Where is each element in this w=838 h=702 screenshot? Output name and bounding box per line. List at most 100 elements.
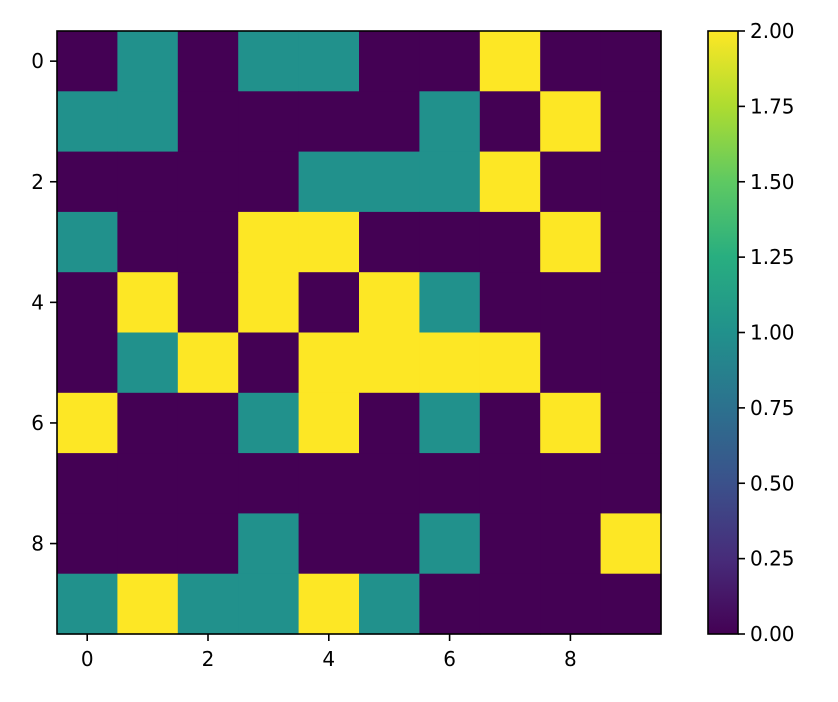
heatmap-cell xyxy=(298,453,360,514)
colorbar-tick-label: 0.00 xyxy=(750,622,795,646)
colorbar-tick-label: 0.25 xyxy=(750,547,795,571)
heatmap-cell xyxy=(177,453,239,514)
heatmap-cell xyxy=(177,392,239,454)
colorbar-tick-label: 1.75 xyxy=(750,94,795,118)
x-tick-label: 8 xyxy=(564,647,577,671)
heatmap-cell xyxy=(117,211,179,273)
heatmap-cell xyxy=(298,272,360,334)
heatmap-cell xyxy=(540,332,602,394)
heatmap-cell xyxy=(419,453,481,514)
heatmap-cell xyxy=(298,31,360,92)
heatmap-cell xyxy=(540,272,602,334)
heatmap-cell xyxy=(177,332,239,394)
heatmap-cell xyxy=(177,272,239,334)
heatmap-cell xyxy=(540,453,602,514)
y-tick-label: 0 xyxy=(31,49,44,73)
heatmap-cell xyxy=(479,272,541,334)
y-tick-label: 4 xyxy=(31,290,44,314)
heatmap-cell xyxy=(238,91,300,153)
heatmap-cell xyxy=(177,91,239,153)
heatmap-cell xyxy=(479,453,541,514)
y-tick-label: 8 xyxy=(31,532,44,556)
colorbar-tick-label: 1.25 xyxy=(750,245,795,269)
heatmap-cell xyxy=(419,513,481,575)
colorbar-tick-label: 1.50 xyxy=(750,170,795,194)
heatmap-cell xyxy=(57,392,118,454)
heatmap-cell xyxy=(117,272,179,334)
heatmap-cell xyxy=(57,272,118,334)
heatmap-cell xyxy=(57,151,118,213)
heatmap-cell xyxy=(419,31,481,92)
heatmap-cell xyxy=(419,211,481,273)
heatmap-cell xyxy=(600,573,662,635)
heatmap-cell xyxy=(359,573,420,635)
heatmap-cell xyxy=(359,392,420,454)
heatmap-cell xyxy=(57,573,118,635)
x-tick-label: 6 xyxy=(443,647,456,671)
heatmap-cell xyxy=(479,392,541,454)
heatmap-cell xyxy=(419,573,481,635)
heatmap-cell xyxy=(359,332,420,394)
heatmap-cell xyxy=(298,513,360,575)
heatmap-cell xyxy=(57,332,118,394)
heatmap-cell xyxy=(359,513,420,575)
heatmap-cell xyxy=(57,453,118,514)
heatmap-cell xyxy=(238,573,300,635)
x-tick-label: 2 xyxy=(202,647,215,671)
heatmap-cell xyxy=(57,91,118,153)
heatmap-cell xyxy=(479,513,541,575)
heatmap-cell xyxy=(117,151,179,213)
heatmap-cell xyxy=(419,91,481,153)
heatmap-cell xyxy=(359,272,420,334)
heatmap-cell xyxy=(540,151,602,213)
heatmap-cell xyxy=(419,151,481,213)
heatmap-cell xyxy=(540,211,602,273)
heatmap-cell xyxy=(238,31,300,92)
heatmap-cell xyxy=(238,453,300,514)
heatmap-cell xyxy=(238,272,300,334)
heatmap-cell xyxy=(177,513,239,575)
heatmap-cell xyxy=(117,91,179,153)
heatmap-cell xyxy=(359,211,420,273)
colorbar xyxy=(707,30,739,635)
heatmap-cell xyxy=(298,91,360,153)
heatmap-cell xyxy=(177,31,239,92)
heatmap-cell xyxy=(600,211,662,273)
heatmap-cell xyxy=(600,513,662,575)
x-tick-label: 4 xyxy=(322,647,335,671)
heatmap-cell xyxy=(177,151,239,213)
heatmap-cell xyxy=(117,513,179,575)
heatmap-cell xyxy=(359,453,420,514)
heatmap-cell xyxy=(238,211,300,273)
plot-frame xyxy=(56,30,662,635)
heatmap-cell xyxy=(419,272,481,334)
heatmap-cell xyxy=(298,151,360,213)
colorbar-tick-label: 0.50 xyxy=(750,471,795,495)
heatmap-cell xyxy=(479,332,541,394)
heatmap-cell xyxy=(117,573,179,635)
heatmap-cell xyxy=(298,392,360,454)
heatmap-cell xyxy=(540,91,602,153)
heatmap-cell xyxy=(177,573,239,635)
colorbar-axis: 0.00 0.25 0.50 0.75 1.00 1.25 1.50 1.75 2.00 xyxy=(738,19,795,646)
heatmap-cell xyxy=(57,211,118,273)
x-tick-label: 0 xyxy=(81,647,94,671)
heatmap-cell xyxy=(479,211,541,273)
heatmap-cell xyxy=(600,91,662,153)
y-tick-label: 6 xyxy=(31,411,44,435)
heatmap-cell xyxy=(117,392,179,454)
heatmap-cell xyxy=(298,573,360,635)
heatmap-cell xyxy=(359,151,420,213)
heatmap-cell xyxy=(419,392,481,454)
heatmap-cell xyxy=(238,392,300,454)
heatmap-cell xyxy=(238,513,300,575)
heatmap-cell xyxy=(117,453,179,514)
heatmap-cell xyxy=(540,513,602,575)
heatmap-cell xyxy=(57,513,118,575)
heatmap-cell xyxy=(600,272,662,334)
heatmap-cell xyxy=(600,31,662,92)
heatmap-cell xyxy=(479,151,541,213)
y-tick-label: 2 xyxy=(31,170,44,194)
heatmap-cell xyxy=(600,151,662,213)
